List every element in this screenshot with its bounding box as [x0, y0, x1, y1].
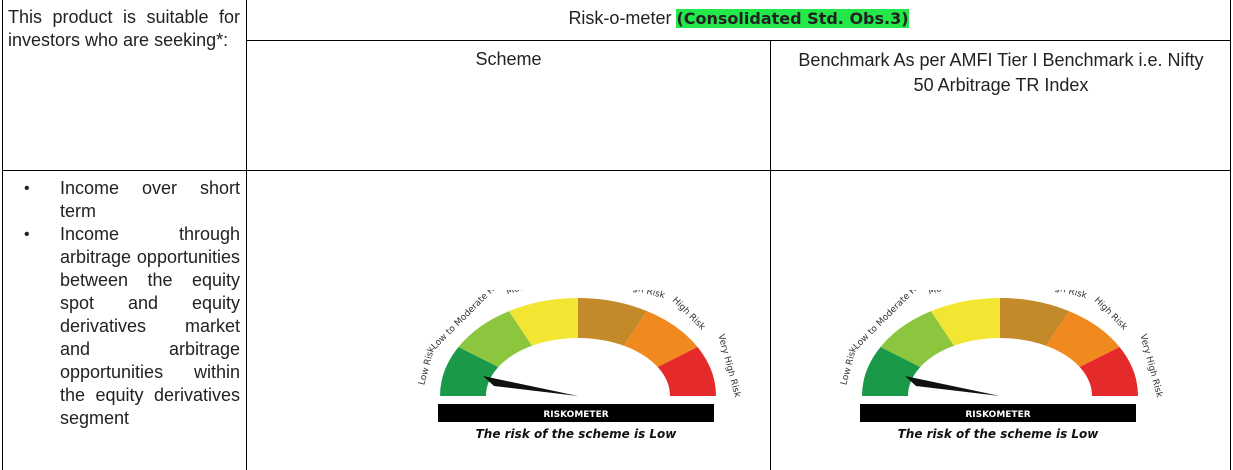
objectives-list: Income over short term Income through ar… [14, 177, 240, 430]
border [2, 170, 1231, 171]
gauge-segment [458, 311, 532, 367]
gauge-segment [624, 311, 698, 367]
gauge-segment [509, 298, 578, 346]
gauge-segment [862, 347, 921, 396]
border [246, 0, 247, 470]
border [246, 40, 1231, 41]
gauge-label: Low Risk [839, 345, 859, 386]
suitability-heading: This product is suitable for investors w… [8, 7, 240, 50]
gauge-label: Moderate Risk [927, 290, 992, 297]
gauge-label: Low Risk [417, 345, 437, 386]
banner [438, 404, 714, 422]
needle [483, 376, 578, 396]
riskometer-heading: Risk-o-meter (Consolidated Std. Obs.3) [247, 7, 1230, 30]
banner-text: RISKOMETER [965, 410, 1030, 420]
riskometer-title: Risk-o-meter [568, 8, 672, 28]
gauge-segment [657, 347, 716, 396]
border [1230, 0, 1231, 470]
needle [905, 376, 1000, 396]
gauge-segment [1000, 298, 1069, 346]
border [2, 0, 3, 470]
benchmark-heading: Benchmark As per AMFI Tier I Benchmark i… [798, 50, 1204, 95]
gauge-segment [578, 298, 647, 346]
gauge-label: Very High Risk [1137, 333, 1164, 399]
scheme-heading: Scheme [475, 49, 542, 69]
gauge-segment [880, 311, 954, 367]
gauge-segment [1046, 311, 1120, 367]
gauge-label: Moderate Risk [505, 290, 570, 297]
border [770, 40, 771, 470]
caption: The risk of the scheme is Low [476, 427, 678, 441]
riskometer-note: (Consolidated Std. Obs.3) [676, 9, 909, 28]
objective: Income over short term [14, 177, 240, 223]
objective: Income through arbitrage opportunities b… [14, 223, 240, 430]
gauge-segment [1079, 347, 1138, 396]
banner-text: RISKOMETER [543, 410, 608, 420]
banner [860, 404, 1136, 422]
gauge-segment [440, 347, 499, 396]
caption: The risk of the scheme is Low [898, 427, 1100, 441]
gauge-segment [931, 298, 1000, 346]
gauge-label: Very High Risk [715, 333, 742, 399]
